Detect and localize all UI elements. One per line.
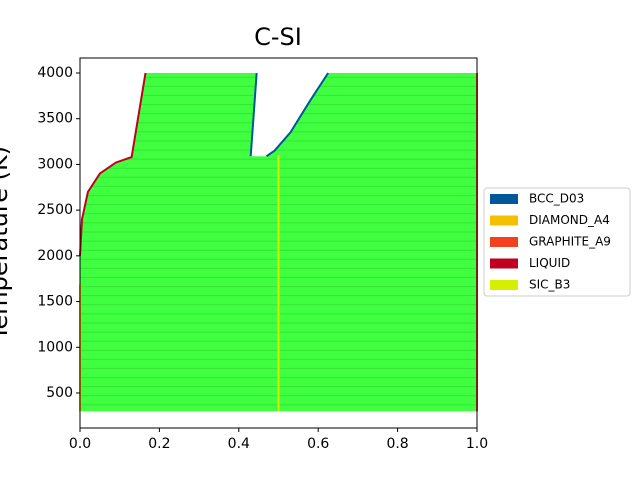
y-tick-label: 2000 <box>37 248 73 264</box>
y-axis-label: Temperature (K) <box>0 146 13 341</box>
phase-boundary <box>79 72 147 256</box>
x-tick-label: 0.8 <box>386 436 408 452</box>
x-tick-label: 0.4 <box>228 436 250 452</box>
legend-label: DIAMOND_A4 <box>529 213 610 227</box>
y-tick-label: 500 <box>46 385 73 401</box>
legend-swatch <box>490 215 518 226</box>
y-tick-label: 1000 <box>37 339 73 355</box>
phase-boundary <box>249 72 258 157</box>
y-tick-label: 3500 <box>37 111 73 127</box>
legend-swatch <box>490 237 518 247</box>
legend-swatch <box>490 194 518 204</box>
legend-label: SIC_B3 <box>529 278 570 292</box>
x-tick-label: 1.0 <box>466 436 488 452</box>
y-tick-label: 2500 <box>37 202 73 218</box>
phase-boundary <box>266 72 329 158</box>
x-tick-label: 0.0 <box>69 436 91 452</box>
legend-swatch <box>490 258 518 269</box>
x-tick-label: 0.2 <box>148 436 170 452</box>
y-tick-label: 1500 <box>37 294 73 310</box>
x-tick-label: 0.6 <box>307 436 329 452</box>
legend-label: BCC_D03 <box>529 192 584 206</box>
x-axis-label: X(C) <box>252 477 304 480</box>
y-tick-label: 4000 <box>37 65 73 81</box>
legend-label: LIQUID <box>529 256 570 270</box>
chart-title: C-SI <box>254 23 302 51</box>
legend-swatch <box>490 280 518 290</box>
legend-label: GRAPHITE_A9 <box>529 235 611 249</box>
y-tick-label: 3000 <box>37 156 73 172</box>
legend <box>483 187 631 297</box>
axes-frame <box>79 57 478 429</box>
